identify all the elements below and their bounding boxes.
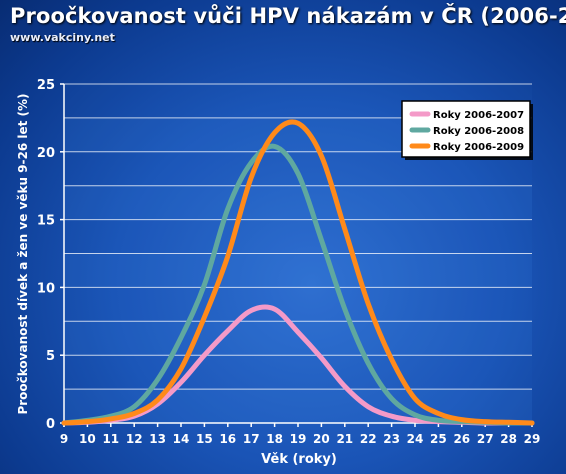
x-tick-label: 9	[60, 432, 68, 446]
plot-band	[64, 287, 532, 322]
source-label: www.vakciny.net	[10, 31, 115, 44]
y-tick-label: 15	[37, 214, 55, 229]
x-tick-label: 14	[173, 432, 190, 446]
gridlines	[64, 83, 532, 390]
x-tick-label: 18	[266, 432, 283, 446]
series-line-roky-2006-2008	[61, 143, 535, 426]
x-tick-label: 27	[477, 432, 494, 446]
x-tick-label: 25	[430, 432, 447, 446]
axes: 0 5 10 15 20 25 9 10 11 12 13 14 15 16 17 18 19 20 21 22 23 2…	[37, 78, 540, 446]
x-tick-label: 12	[126, 432, 143, 446]
x-tick-label: 10	[79, 432, 96, 446]
plot-background	[64, 84, 532, 423]
x-tick-label: 24	[407, 432, 424, 446]
x-tick-label: 26	[453, 432, 470, 446]
x-tick-label: 13	[149, 432, 166, 446]
x-tick-label: 22	[360, 432, 377, 446]
legend-label: Roky 2006-2009	[433, 142, 524, 153]
x-tick-label: 23	[383, 432, 400, 446]
legend: Roky 2006-2007 Roky 2006-2008 Roky 2006-20…	[401, 100, 533, 160]
x-tick-label: 11	[102, 432, 119, 446]
x-tick-label: 17	[243, 432, 260, 446]
x-tick-label: 28	[500, 432, 517, 446]
y-tick-label: 5	[46, 349, 55, 364]
x-tick-label: 19	[290, 432, 307, 446]
plot-band	[64, 321, 532, 356]
x-axis-label: Věk (roky)	[261, 452, 337, 467]
y-axis-label: Proočkovanost dívek a žen ve věku 9-26 l…	[16, 93, 30, 414]
x-tick-label: 20	[313, 432, 330, 446]
x-tick-label: 16	[219, 432, 236, 446]
series-line-roky-2006-2009	[61, 119, 535, 426]
legend-label: Roky 2006-2007	[433, 110, 524, 121]
y-tick-label: 0	[46, 417, 55, 432]
plot-band	[64, 253, 532, 288]
plot-band	[64, 219, 532, 254]
x-tick-label: 21	[336, 432, 353, 446]
y-tick-label: 20	[37, 146, 55, 161]
x-tick-label: 29	[524, 432, 541, 446]
chart-title: Proočkovanost vůči HPV nákazám v ČR (200…	[10, 4, 566, 28]
y-tick-label: 25	[37, 78, 55, 93]
series-lines	[61, 119, 535, 426]
x-tick-label: 15	[196, 432, 213, 446]
plot-band	[64, 185, 532, 220]
legend-label: Roky 2006-2008	[433, 126, 524, 137]
y-tick-label: 10	[37, 281, 55, 296]
plot-band	[64, 355, 532, 390]
